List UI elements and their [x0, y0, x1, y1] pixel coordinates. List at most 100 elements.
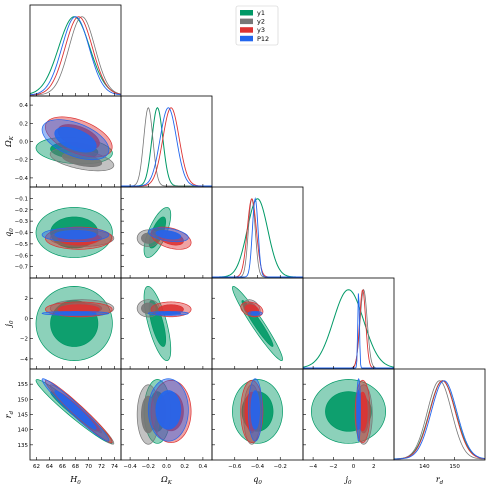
- panel-frame: [393, 368, 486, 461]
- y-axis-label-j0: j0: [4, 320, 15, 328]
- y-tick-label: −0.6: [15, 253, 29, 259]
- marginal-y1-j0: [303, 289, 394, 368]
- panel-H0-H0: [30, 16, 121, 96]
- x-tick-label: 140: [419, 464, 430, 470]
- x-tick-label: −2: [329, 464, 337, 470]
- x-tick-label: −0.4: [251, 464, 265, 470]
- panel-Ok-H0: [35, 116, 115, 172]
- x-tick-label: −0.2: [274, 464, 287, 470]
- y-tick-label: 150: [18, 397, 29, 403]
- panel-rd-Ok: [136, 378, 192, 445]
- x-tick-label: 66: [59, 464, 66, 470]
- x-tick-label: 64: [46, 464, 53, 470]
- x-tick-label: −0.2: [142, 464, 155, 470]
- marginal-y3-H0: [30, 16, 121, 96]
- x-axis-label-rd: rd: [436, 475, 444, 486]
- x-tick-label: 70: [85, 464, 92, 470]
- marginal-y3-q0: [212, 198, 303, 278]
- y-tick-label: −2: [20, 337, 28, 343]
- x-tick-label: 150: [449, 464, 460, 470]
- marginal-y2-H0: [30, 16, 121, 96]
- x-tick-label: 0.4: [199, 464, 208, 470]
- legend-swatch-P12: [240, 35, 253, 42]
- legend-label-y2: y2: [257, 18, 265, 26]
- x-axis-label-H0: H0: [69, 475, 81, 486]
- y-tick-label: −4: [20, 357, 29, 363]
- y-tick-label: −0.4: [15, 176, 29, 182]
- contour-inner-P12-q0-j0: [250, 311, 260, 315]
- x-axis-label-j0: j0: [344, 475, 352, 486]
- x-tick-label: 74: [111, 464, 118, 470]
- legend-swatch-y3: [240, 27, 253, 33]
- legend-swatch-y2: [240, 18, 253, 25]
- y-tick-label: −0.7: [15, 265, 29, 271]
- panels-layer: −0.4 −0.2 0.0 0.2 0.4 −0.7 −0.6 −0.5 −0.4 −0.3 −0.…: [4, 4, 486, 486]
- marginal-y3-Ok: [121, 107, 212, 187]
- y-tick-label: 0.2: [19, 121, 28, 127]
- x-tick-label: −0.6: [228, 464, 242, 470]
- panel-frame: [211, 186, 304, 279]
- x-axis-label-q0: q0: [253, 475, 262, 486]
- panel-rd-H0: [35, 378, 115, 445]
- legend-label-P12: P12: [257, 35, 269, 43]
- y-tick-label: −0.3: [15, 219, 29, 225]
- y-tick-label: 0: [25, 316, 29, 322]
- panel-j0-q0: [232, 285, 283, 362]
- contour-inner-P12-j0-rd: [357, 390, 361, 430]
- panel-q0-q0: [212, 197, 303, 278]
- panel-frame: [302, 277, 395, 370]
- marginal-P12-Ok: [121, 107, 212, 187]
- panel-q0-Ok: [136, 207, 192, 258]
- panel-rd-q0: [232, 378, 283, 445]
- x-tick-label: 0.0: [162, 464, 171, 470]
- y-axis-label-rd: rd: [4, 410, 15, 418]
- x-tick-label: 2: [372, 464, 376, 470]
- legend-label-y3: y3: [257, 26, 265, 34]
- x-tick-label: −0.4: [123, 464, 137, 470]
- x-axis-label-Ok: ΩK: [160, 475, 173, 486]
- marginal-y2-j0: [303, 288, 394, 369]
- marginal-P12-rd: [394, 380, 485, 460]
- panel-rd-j0: [310, 378, 387, 445]
- x-tick-label: 72: [98, 464, 105, 470]
- legend-label-y1: y1: [257, 9, 265, 17]
- panel-j0-H0: [35, 285, 115, 362]
- panel-q0-H0: [35, 207, 115, 258]
- y-tick-label: 135: [18, 443, 29, 449]
- y-tick-label: 0.0: [19, 140, 28, 146]
- panel-j0-Ok: [136, 285, 192, 362]
- legend-swatch-y1: [240, 10, 253, 16]
- contour-inner-P12-q0-rd: [250, 390, 260, 430]
- panel-Ok-Ok: [121, 107, 212, 187]
- y-axis-label-q0: q0: [4, 228, 15, 237]
- x-tick-label: 68: [72, 464, 79, 470]
- contour-inner-P12-H0-q0: [54, 230, 97, 240]
- contour-inner-P12-H0-rd: [54, 390, 97, 430]
- contour-inner-P12-Ok-q0: [155, 230, 182, 240]
- y-tick-label: −0.5: [15, 242, 29, 248]
- marginal-P12-j0: [303, 293, 394, 369]
- contour-inner-P12-H0-j0: [54, 311, 97, 315]
- y-tick-label: 140: [18, 428, 29, 434]
- y-tick-label: 155: [18, 382, 29, 388]
- contour-inner-y2-Ok-q0: [141, 232, 156, 244]
- y-tick-label: −0.2: [15, 158, 28, 164]
- panel-rd-rd: [394, 380, 485, 460]
- contour-inner-P12-Ok-rd: [155, 390, 182, 430]
- y-tick-label: −0.4: [15, 231, 29, 237]
- y-tick-label: 0.4: [19, 103, 28, 109]
- x-tick-label: 0.2: [180, 464, 189, 470]
- contour-inner-P12-Ok-j0: [155, 311, 182, 315]
- y-tick-label: 2: [25, 296, 29, 302]
- panel-j0-j0: [303, 288, 394, 369]
- marginal-y1-rd: [394, 380, 485, 460]
- y-tick-label: 145: [18, 413, 29, 419]
- x-tick-label: 62: [33, 464, 40, 470]
- marginal-y3-rd: [394, 380, 485, 460]
- y-axis-label-Ok: ΩK: [4, 135, 15, 148]
- x-tick-label: −4: [309, 464, 318, 470]
- marginal-y2-rd: [394, 380, 485, 460]
- marginal-P12-q0: [212, 197, 303, 278]
